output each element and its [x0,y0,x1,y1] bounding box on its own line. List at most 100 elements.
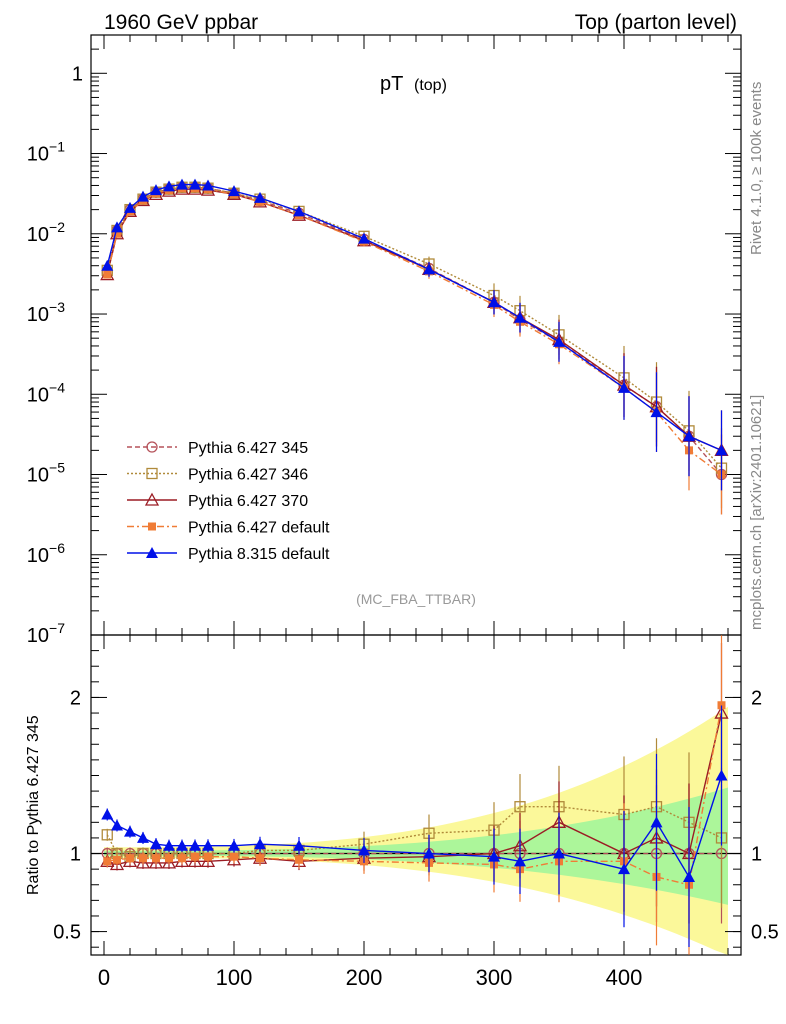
ratio-ytick-label-right: 0.5 [751,922,779,944]
ratio-data-point [553,847,565,859]
main-panel-frame [90,34,742,636]
ratio-data-point [650,816,663,828]
legend-marker [146,547,158,558]
main-series-group [100,178,729,515]
xtick-label: 200 [346,965,383,990]
main-ytick-label: 10−3 [27,299,65,326]
legend: Pythia 6.427 345 Pythia 6.427 346 Pythia 6… [127,440,330,563]
main-data-point [514,311,526,323]
ratio-data-point [176,839,188,851]
main-data-point [650,406,663,418]
ratio-data-point [148,855,164,869]
main-data-point [254,191,266,203]
yellow-band [104,706,728,955]
ratio-data-point [124,825,136,837]
main-series-line [106,183,722,451]
chart-title: pT [380,73,403,95]
legend-marker [144,492,160,506]
ratio-data-point [254,838,266,850]
legend-marker [148,522,156,531]
mcplots-label: mcplots.cern.ch [arXiv:2401.10621] [748,395,765,630]
main-ytick-label: 10−6 [27,540,65,567]
ratio-ytick-label-right: 2 [751,687,762,709]
main-data-point [358,232,370,244]
legend-label: Pythia 6.427 default [188,520,330,537]
legend-marker [146,441,158,453]
xtick-label: 0 [98,965,110,990]
ratio-data-point [358,844,370,856]
ratio-data-point [256,854,264,863]
legend-label: Pythia 6.427 346 [188,467,308,484]
main-data-point [124,201,136,213]
ratio-data-point [126,854,134,863]
main-data-point [150,184,162,196]
ratio-data-point [135,855,151,869]
main-data-point [488,296,500,308]
main-axes: 1 10−1 10−2 10−3 10−4 10−5 10−6 10−7 [27,34,741,647]
ratio-data-point [109,857,125,871]
ratio-data-point [514,801,526,813]
legend-label: Pythia 8.315 default [188,546,330,563]
main-data-point [189,178,201,190]
main-ytick-label: 1 [72,63,83,85]
main-data-point [176,178,188,190]
ratio-data-point [103,857,112,866]
main-ytick-label: 10−4 [27,379,65,406]
xtick-label: 100 [216,965,253,990]
ratio-data-point [191,852,199,861]
ratio-data-point [137,831,149,843]
main-data-point [103,270,112,279]
main-data-point [683,430,695,442]
legend-label: Pythia 6.427 370 [188,493,308,510]
ratio-data-point [111,819,123,831]
ratio-data-point [293,839,305,851]
ratio-ytick-label: 2 [70,687,81,709]
ratio-data-point [204,852,212,861]
header-left: 1960 GeV ppbar [104,11,258,34]
green-band [104,787,728,905]
main-ytick-label: 10−2 [27,219,65,246]
ratio-data-point [139,854,147,863]
ratio-data-point [189,839,201,851]
ratio-data-point [163,839,175,851]
ratio-data-point [101,808,114,820]
ratio-data-point [150,838,162,850]
main-data-point [715,444,728,456]
ratio-data-point [178,854,186,863]
ratio-data-point [228,839,240,851]
main-data-point [111,221,123,233]
main-series-line [106,188,722,451]
ratio-data-point [717,701,726,710]
ratio-data-point [230,852,238,861]
main-data-point [202,179,214,191]
ratio-data-point [165,854,173,863]
main-data-point [163,180,175,192]
legend-label: Pythia 6.427 345 [188,440,308,457]
ratio-data-point [200,853,216,867]
legend-marker [146,467,158,480]
ratio-data-point [618,863,630,875]
main-data-point [293,205,305,217]
main-series-line [106,186,723,469]
header-right: Top (parton level) [575,11,737,34]
chart-title-sub: (top) [414,77,447,94]
ratio-data-point [295,855,303,864]
xtick-label: 400 [606,965,643,990]
ratio-data-point [423,847,435,859]
main-series-line [106,186,723,475]
main-data-point [101,259,114,271]
ratio-data-point [488,850,500,862]
main-ytick-label: 10−1 [27,139,65,166]
ratio-data-point [152,854,160,863]
ratio-ytick-label-right: 1 [751,844,762,866]
ratio-data-point [683,870,695,882]
ratio-data-point [715,769,728,781]
ratio-data-point [161,855,177,869]
main-data-point [553,335,565,347]
main-data-point [423,263,435,275]
rivet-version-label: Rivet 4.1.0, ≥ 100k events [748,82,765,255]
ratio-uncertainty-bands [104,706,728,955]
analysis-label: (MC_FBA_TTBAR) [356,591,476,607]
ratio-series-group [100,635,729,955]
